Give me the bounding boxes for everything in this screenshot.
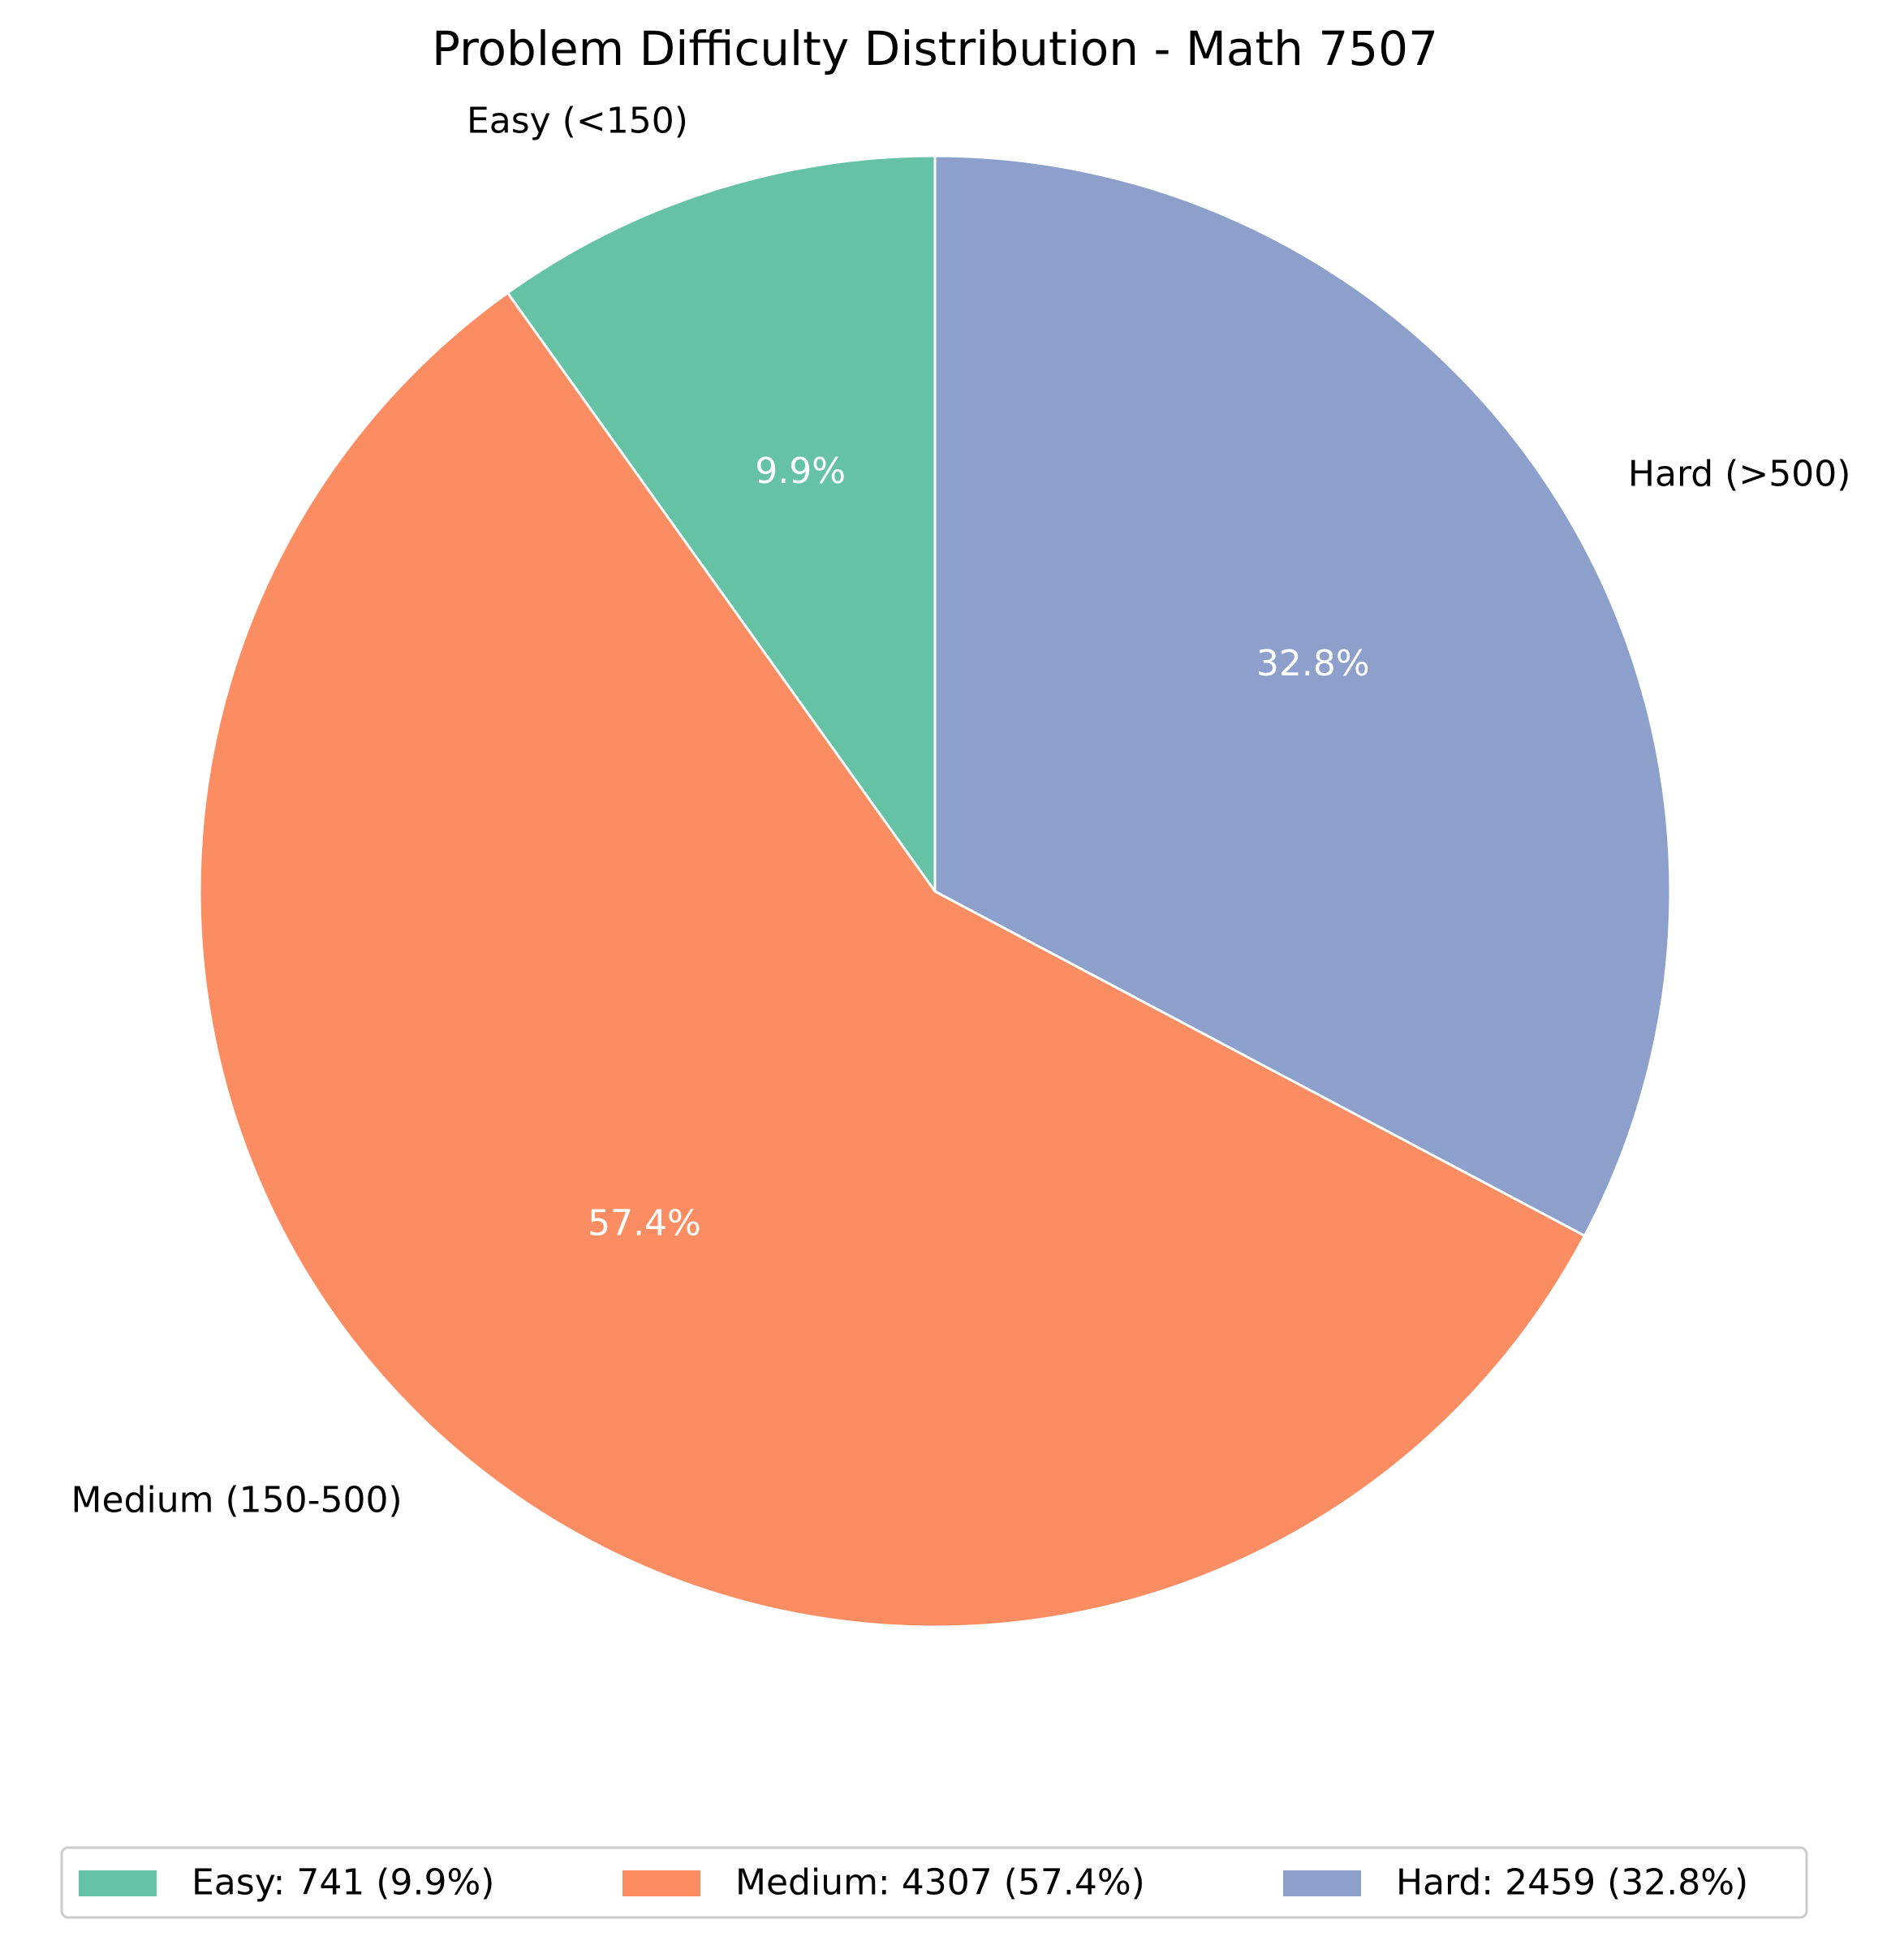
legend: Easy: 741 (9.9%) Medium: 4307 (57.4%) Hard… xyxy=(60,1846,1808,1919)
legend-swatch-hard xyxy=(1282,1869,1363,1898)
pie-wedges xyxy=(198,154,1672,1628)
percent-labels: 9.9% 57.4% 32.8% xyxy=(588,451,1370,1244)
percent-label-medium: 57.4% xyxy=(588,1203,701,1244)
pie-slice-easy xyxy=(506,154,937,893)
chart-title: Problem Difficulty Distribution - Math 7… xyxy=(432,21,1438,76)
slice-label-easy: Easy (<150) xyxy=(467,100,688,141)
percent-label-hard: 32.8% xyxy=(1256,643,1370,684)
legend-label-medium: Medium: 4307 (57.4%) xyxy=(735,1862,1145,1904)
legend-frame xyxy=(60,1846,1808,1919)
pie-slice-hard xyxy=(933,154,1672,1237)
legend-swatch-easy xyxy=(77,1869,158,1898)
slice-label-hard: Hard (>500) xyxy=(1628,454,1850,495)
pie-slice-medium xyxy=(198,291,1587,1628)
legend-label-hard: Hard: 2459 (32.8%) xyxy=(1396,1862,1748,1904)
legend-swatch-medium xyxy=(621,1869,702,1898)
slice-labels: Easy (<150) Medium (150-500) Hard (>500) xyxy=(71,100,1851,1520)
percent-label-easy: 9.9% xyxy=(755,451,846,492)
legend-label-easy: Easy: 741 (9.9%) xyxy=(192,1862,494,1904)
slice-label-medium: Medium (150-500) xyxy=(71,1479,403,1520)
